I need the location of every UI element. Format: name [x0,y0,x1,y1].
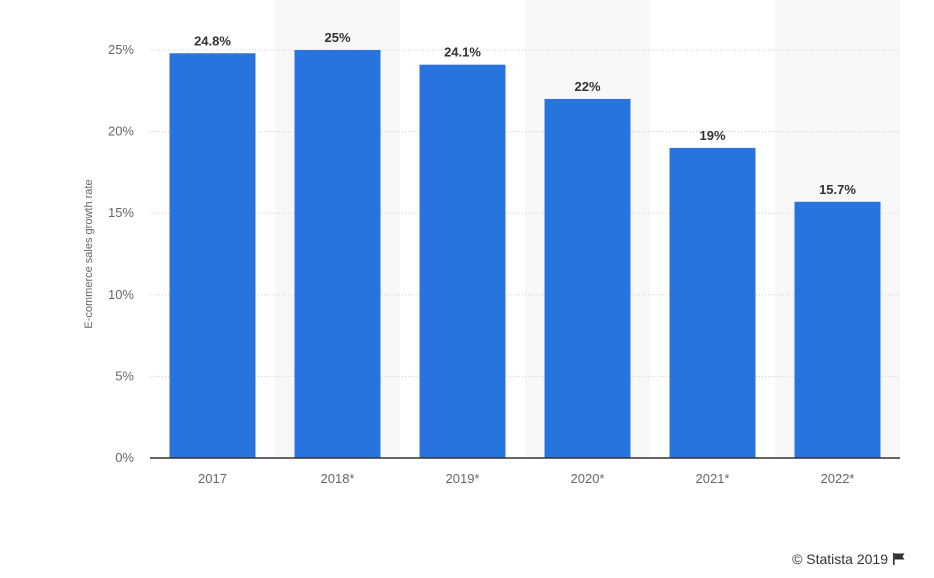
data-labels: 24.8% 25% 24.1% 22% 19% 15.7% [194,30,856,197]
y-tick-label: 0% [115,450,134,465]
y-tick-label: 20% [108,124,134,139]
bar[interactable] [169,53,256,458]
bar[interactable] [419,64,506,459]
x-axis-ticks: 2017 2018* 2019* 2020* 2021* 2022* [198,471,854,486]
x-tick-label: 2019* [446,471,480,486]
bar[interactable] [669,147,756,459]
data-label: 25% [324,30,350,45]
flag-icon[interactable] [892,552,906,566]
bar[interactable] [544,98,631,459]
x-tick-label: 2021* [696,471,730,486]
y-tick-label: 25% [108,42,134,57]
y-tick-label: 5% [115,368,134,383]
data-label: 19% [699,128,725,143]
y-tick-label: 10% [108,287,134,302]
x-tick-label: 2020* [571,471,605,486]
credit-text: © Statista 2019 [792,551,888,567]
gridlines [150,49,900,377]
data-label: 24.1% [444,45,481,60]
data-label: 15.7% [819,182,856,197]
bars [169,50,881,459]
y-axis-label: E-commerce sales growth rate [83,179,95,328]
credit[interactable]: © Statista 2019 [792,551,906,567]
y-tick-label: 15% [108,205,134,220]
x-tick-label: 2018* [321,471,355,486]
x-tick-label: 2022* [821,471,855,486]
y-axis-ticks: 0% 5% 10% 15% 20% 25% [108,42,134,465]
data-label: 22% [574,79,600,94]
bar[interactable] [294,50,381,458]
x-tick-label: 2017 [198,471,227,486]
data-label: 24.8% [194,33,231,48]
bar[interactable] [794,201,881,458]
